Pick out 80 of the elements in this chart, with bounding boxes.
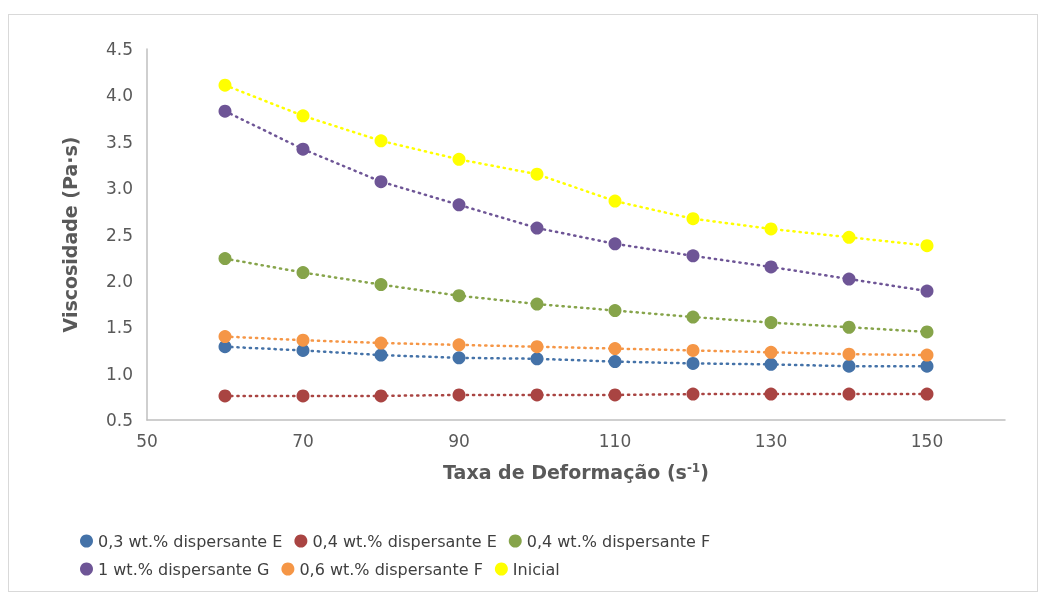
point xyxy=(686,387,700,401)
point xyxy=(452,351,466,365)
point xyxy=(530,340,544,354)
point xyxy=(530,352,544,366)
y-tick-label: 4.5 xyxy=(105,39,133,59)
point xyxy=(374,336,388,350)
point xyxy=(374,389,388,403)
x-tick-label: 50 xyxy=(136,430,158,451)
point xyxy=(842,320,856,334)
point xyxy=(842,347,856,361)
point xyxy=(686,249,700,263)
point xyxy=(920,284,934,298)
point xyxy=(608,194,622,208)
legend-label: 0,3 wt.% dispersante E xyxy=(98,531,283,551)
x-tick-label: 150 xyxy=(910,430,944,451)
point xyxy=(296,142,310,156)
y-tick-label: 0.5 xyxy=(105,410,133,430)
point xyxy=(296,389,310,403)
point xyxy=(296,333,310,347)
point xyxy=(608,342,622,356)
point xyxy=(764,222,778,236)
point xyxy=(764,345,778,359)
x-tick-label: 110 xyxy=(598,430,632,451)
legend-label: 0,6 wt.% dispersante F xyxy=(299,559,483,579)
point xyxy=(374,134,388,148)
legend-label: Inicial xyxy=(512,559,560,579)
point xyxy=(374,175,388,189)
y-axis-title: Viscosidade (Pa·s) xyxy=(58,136,81,333)
point xyxy=(686,212,700,226)
point xyxy=(842,387,856,401)
y-tick-label: 3.5 xyxy=(105,131,133,152)
point xyxy=(452,289,466,303)
y-tick-label: 1.5 xyxy=(105,317,133,338)
point xyxy=(530,388,544,402)
y-tick-label: 1.0 xyxy=(105,363,133,384)
y-tick-label: 2.5 xyxy=(105,224,133,245)
x-tick-label: 70 xyxy=(292,430,314,451)
point xyxy=(842,359,856,373)
point xyxy=(374,348,388,362)
point xyxy=(374,278,388,292)
x-tick-label: 90 xyxy=(448,430,470,451)
point xyxy=(686,310,700,324)
point xyxy=(608,304,622,318)
point xyxy=(218,104,232,118)
point xyxy=(218,330,232,344)
point xyxy=(530,167,544,181)
point xyxy=(530,221,544,235)
point xyxy=(920,387,934,401)
point xyxy=(530,297,544,311)
point xyxy=(686,356,700,370)
point xyxy=(764,387,778,401)
point xyxy=(296,109,310,123)
point xyxy=(686,343,700,357)
point xyxy=(764,357,778,371)
point xyxy=(296,266,310,280)
point xyxy=(452,388,466,402)
point xyxy=(452,338,466,352)
point xyxy=(920,348,934,362)
point xyxy=(452,152,466,166)
point xyxy=(920,359,934,373)
point xyxy=(608,355,622,369)
point xyxy=(218,252,232,266)
point xyxy=(608,388,622,402)
point xyxy=(452,198,466,212)
point xyxy=(764,260,778,274)
y-tick-label: 2.0 xyxy=(105,270,133,291)
point xyxy=(842,230,856,244)
point xyxy=(920,239,934,253)
point xyxy=(218,389,232,403)
y-tick-label: 3.0 xyxy=(105,178,133,199)
point xyxy=(764,316,778,330)
point xyxy=(608,237,622,251)
point xyxy=(842,272,856,286)
point xyxy=(218,78,232,92)
x-tick-label: 130 xyxy=(754,430,788,451)
legend-label: 1 wt.% dispersante G xyxy=(98,559,270,579)
legend-label: 0,4 wt.% dispersante F xyxy=(526,531,711,551)
point xyxy=(920,325,934,339)
legend-label: 0,4 wt.% dispersante E xyxy=(312,531,497,551)
y-tick-label: 4.0 xyxy=(105,85,133,106)
